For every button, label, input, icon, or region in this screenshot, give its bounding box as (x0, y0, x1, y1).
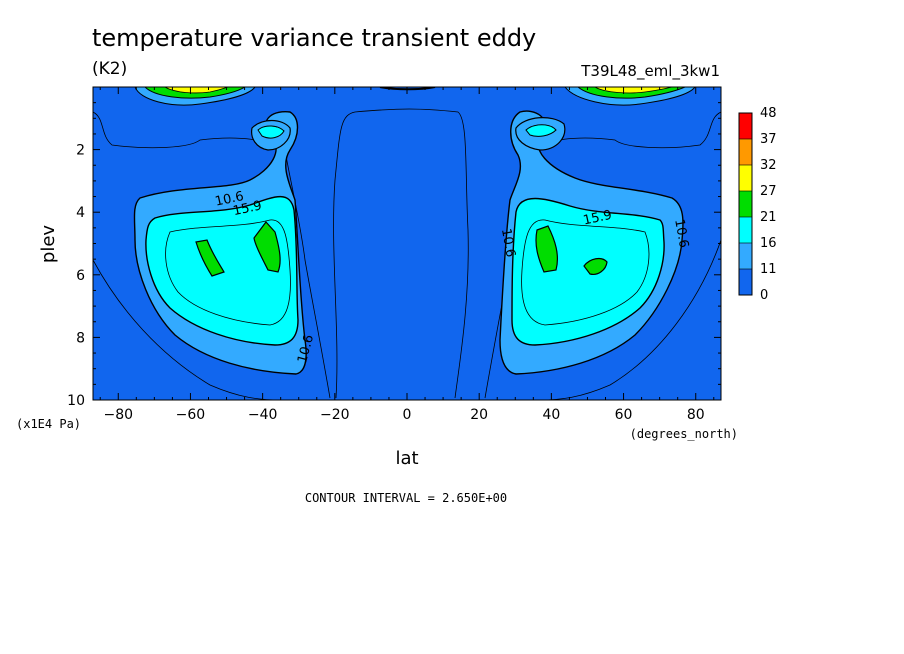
colorbar-label: 48 (760, 106, 777, 121)
colorbar-label: 0 (760, 288, 768, 303)
band-21-27-south-b (253, 221, 281, 273)
contour-label: 10.6 (671, 218, 691, 249)
band-21-27-south-a (195, 239, 225, 277)
colorbar-label: 32 (760, 158, 777, 173)
colorbar-swatch (739, 165, 752, 191)
colorbar-swatch (739, 191, 752, 217)
colorbar-swatch (739, 269, 752, 295)
x-tick-label: −40 (248, 407, 278, 423)
band-21-27-north-a (535, 225, 559, 273)
colorbar-label: 16 (760, 236, 777, 251)
colorbar-swatch (739, 243, 752, 269)
run-id-label: T39L48_eml_3kw1 (580, 62, 720, 81)
chart-title: temperature variance transient eddy (92, 24, 536, 52)
y-axis-units: (x1E4 Pa) (16, 417, 81, 431)
contour-interval-note: CONTOUR INTERVAL = 2.650E+00 (305, 491, 507, 505)
colorbar-swatch (739, 113, 752, 139)
y-tick-label: 4 (76, 205, 85, 221)
contour-label: 10.6 (295, 333, 317, 365)
contour-line-low (539, 239, 721, 400)
x-tick-label: 40 (542, 407, 560, 423)
contour-label: 15.9 (582, 208, 613, 229)
colorbar-label: 37 (760, 132, 777, 147)
contour-label: 10.6 (214, 189, 245, 210)
y-axis: 2 4 6 8 10 (67, 143, 721, 409)
plot-area: 10.615.910.610.615.9 10.6 (93, 87, 721, 400)
colorbar-frame (738, 112, 753, 296)
x-axis-label: lat (395, 448, 418, 469)
x-tick-label: −60 (176, 407, 206, 423)
units-label: (K2) (92, 59, 127, 79)
x-tick-label: 0 (403, 407, 412, 423)
x-tick-label: 20 (470, 407, 488, 423)
contour-line-low (93, 259, 281, 400)
contour-label: 10.6 (498, 227, 518, 258)
colorbar-label: 27 (760, 184, 777, 199)
upper-core-north (525, 124, 557, 137)
colorbar-label: 11 (760, 262, 777, 277)
colorbar-swatch (739, 217, 752, 243)
y-tick-label: 6 (76, 268, 85, 284)
y-tick-label: 10 (67, 393, 85, 409)
minor-ticks (93, 87, 721, 400)
x-tick-label: 60 (615, 407, 633, 423)
y-tick-label: 8 (76, 330, 85, 346)
colorbar-swatch (739, 139, 752, 165)
contour-label: 15.9 (232, 198, 263, 219)
contour-line-equator (333, 108, 469, 399)
x-axis: −80 −60 −40 −20 0 20 40 60 80 (103, 87, 705, 423)
x-tick-label: 80 (687, 407, 705, 423)
y-axis-label: plev (38, 225, 59, 264)
polar-max-north-core (594, 87, 673, 94)
contour-line-inner (521, 219, 650, 326)
x-tick-label: −20 (320, 407, 350, 423)
x-axis-units: (degrees_north) (630, 427, 738, 441)
contour-labels: 10.615.910.610.615.9 10.6 (214, 189, 691, 365)
colorbar-label: 21 (760, 210, 777, 225)
upper-core-south (257, 125, 285, 139)
x-tick-label: −80 (103, 407, 133, 423)
contour-line-inner (165, 219, 291, 326)
colorbar: 48 37 32 27 21 16 11 0 (738, 106, 777, 303)
y-tick-label: 2 (76, 143, 85, 159)
band-21-27-north-b (583, 257, 608, 275)
